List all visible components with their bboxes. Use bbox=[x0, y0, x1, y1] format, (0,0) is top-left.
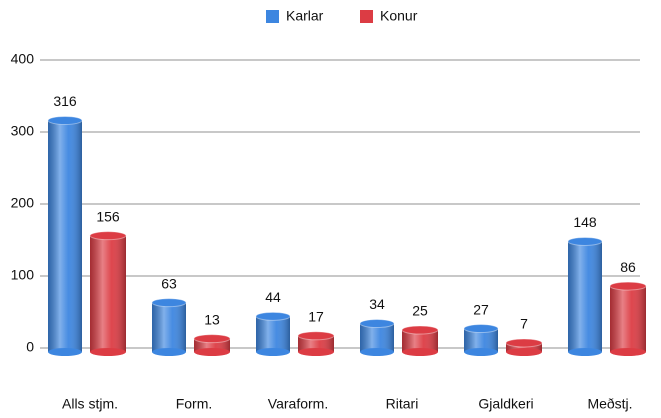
y-tick-label: 100 bbox=[11, 267, 35, 283]
value-label: 63 bbox=[161, 275, 177, 291]
y-tick-label: 200 bbox=[11, 195, 35, 211]
bar-base bbox=[152, 348, 186, 356]
bar-top bbox=[609, 281, 647, 291]
bar-top bbox=[359, 319, 395, 329]
bar-top bbox=[297, 331, 335, 341]
bar-top bbox=[567, 236, 603, 246]
value-label: 148 bbox=[573, 214, 597, 230]
value-label: 86 bbox=[620, 259, 636, 275]
bar-top bbox=[89, 231, 127, 241]
bar-top bbox=[401, 325, 439, 335]
bar-top bbox=[505, 338, 543, 348]
legend-swatch bbox=[360, 10, 373, 23]
legend-label: Konur bbox=[380, 8, 418, 24]
bar-top bbox=[463, 324, 499, 334]
value-label: 156 bbox=[96, 208, 120, 224]
bar-base bbox=[256, 348, 290, 356]
value-label: 25 bbox=[412, 303, 428, 319]
bar-top bbox=[193, 334, 231, 344]
bar-base bbox=[506, 348, 542, 356]
bar-base bbox=[464, 348, 498, 356]
bar-shade bbox=[256, 316, 290, 352]
value-label: 34 bbox=[369, 296, 385, 312]
bar-shade bbox=[90, 235, 126, 352]
value-label: 44 bbox=[265, 289, 281, 305]
bar-shade bbox=[464, 328, 498, 352]
bar-shade bbox=[48, 120, 82, 352]
bar-shade bbox=[506, 342, 542, 352]
bar-base bbox=[194, 348, 230, 356]
bar-base bbox=[90, 348, 126, 356]
bar-shade bbox=[152, 302, 186, 352]
value-label: 27 bbox=[473, 301, 489, 317]
bar-shade bbox=[568, 241, 602, 352]
legend-label: Karlar bbox=[286, 8, 324, 24]
y-tick-label: 400 bbox=[11, 51, 35, 67]
x-tick-label: Meðstj. bbox=[587, 396, 632, 412]
x-tick-label: Alls stjm. bbox=[62, 396, 118, 412]
value-label: 17 bbox=[308, 308, 324, 324]
bar-shade bbox=[298, 335, 334, 352]
x-tick-label: Varaform. bbox=[268, 396, 328, 412]
bar-base bbox=[298, 348, 334, 356]
value-label: 7 bbox=[520, 316, 528, 332]
bar-shade bbox=[360, 323, 394, 352]
value-label: 13 bbox=[204, 311, 220, 327]
x-tick-label: Ritari bbox=[386, 396, 419, 412]
y-tick-label: 0 bbox=[26, 339, 34, 355]
y-tick-label: 300 bbox=[11, 123, 35, 139]
bar-top bbox=[255, 311, 291, 321]
bar-base bbox=[360, 348, 394, 356]
x-tick-label: Gjaldkeri bbox=[478, 396, 533, 412]
bar-base bbox=[610, 348, 646, 356]
value-label: 316 bbox=[53, 93, 77, 109]
bar-base bbox=[402, 348, 438, 356]
bar-base bbox=[48, 348, 82, 356]
bar-top bbox=[151, 298, 187, 308]
bar-shade bbox=[610, 286, 646, 352]
x-tick-label: Form. bbox=[176, 396, 213, 412]
bar-base bbox=[568, 348, 602, 356]
bar-shade bbox=[402, 330, 438, 352]
legend-swatch bbox=[266, 10, 279, 23]
bar-top bbox=[47, 115, 83, 125]
